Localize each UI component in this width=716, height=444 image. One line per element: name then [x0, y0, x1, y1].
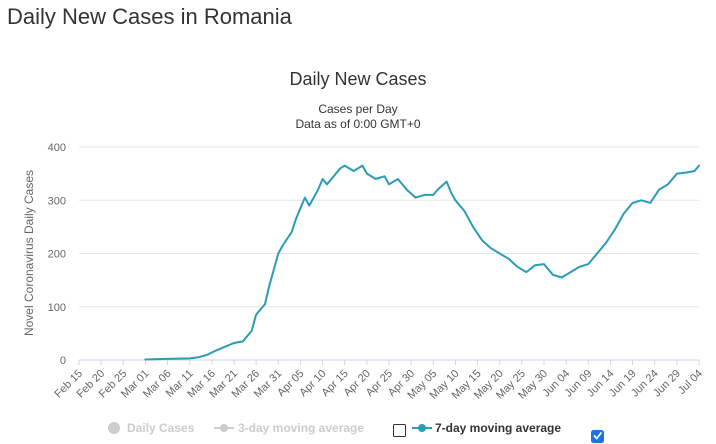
7-day-marker-icon — [418, 424, 426, 432]
legend: Daily Cases 3-day moving average 7-day mov… — [108, 421, 604, 443]
gridlines — [79, 146, 699, 308]
y-tick-label: 0 — [60, 355, 66, 367]
page-title: Daily New Cases in Romania — [7, 4, 292, 29]
y-axis-label: Novel Coronavirus Daily Cases — [22, 170, 36, 336]
y-tick-label: 100 — [48, 302, 66, 314]
3-day-marker-icon — [220, 424, 228, 432]
y-tick-label: 200 — [48, 249, 66, 261]
legend-item-3-day-average[interactable]: 3-day moving average — [238, 421, 364, 435]
x-tick-label: Jul 04 — [676, 368, 705, 397]
3-day-checkbox[interactable] — [393, 424, 406, 437]
legend-item-7-day-average[interactable]: 7-day moving average — [435, 421, 561, 435]
y-tick-label: 300 — [48, 195, 66, 207]
series-line — [144, 164, 700, 361]
y-tick-label: 400 — [48, 142, 66, 154]
chart-subtitle: Cases per Day — [318, 102, 397, 116]
series-group — [144, 164, 700, 361]
y-axis-ticks: 0 100 200 300 400 — [48, 142, 66, 367]
legend-item-daily-cases[interactable]: Daily Cases — [127, 421, 195, 435]
chart-subtitle-date: Data as of 0:00 GMT+0 — [295, 117, 420, 131]
check-icon — [593, 432, 602, 440]
chart-title: Daily New Cases — [289, 69, 426, 89]
daily-cases-marker-icon — [108, 422, 120, 434]
